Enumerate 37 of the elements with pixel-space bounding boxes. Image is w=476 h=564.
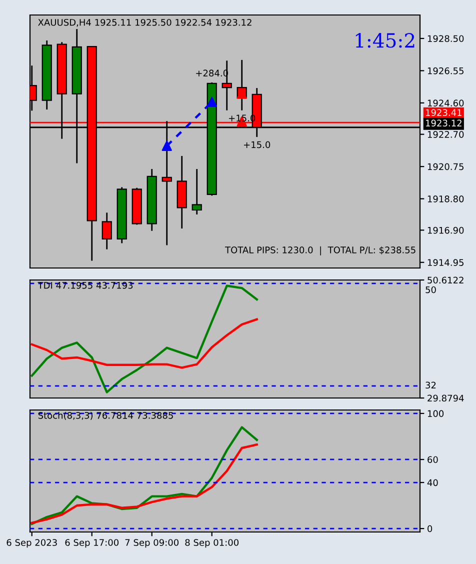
y-tick-label: 1926.55 (428, 67, 464, 74)
y-tick-label: 0 (428, 525, 432, 532)
chart-title: Stoch(8,3,3) 76.7814 73.3885 (38, 412, 173, 420)
candlestick (102, 212, 112, 250)
candlestick (146, 168, 157, 232)
point (206, 96, 217, 108)
line-series (30, 318, 258, 369)
annotation: 1:45:2 (356, 33, 414, 48)
ref-line-label: 50 (426, 286, 436, 294)
x-tick-label: 7 Sep 09:00 (125, 539, 179, 548)
y-tick-label: 40 (427, 479, 438, 486)
y-tick-label: 1918.80 (428, 195, 464, 202)
y-tick-label: 100 (428, 410, 444, 418)
y-tick-label: 60 (428, 456, 438, 464)
y-tick-label: 1914.95 (428, 259, 464, 266)
candlestick (192, 168, 202, 216)
line-series (30, 426, 258, 526)
ref-line-label: 1923.12 (426, 120, 462, 126)
point (162, 140, 172, 151)
line-series (30, 443, 258, 524)
annotation: TOTAL PIPS: 1230.0 | TOTAL P/L: $238.55 (224, 246, 416, 256)
candlestick (176, 155, 187, 230)
y-tick-label: 1928.50 (428, 35, 464, 42)
y-tick-label: 1922.70 (428, 131, 464, 138)
chart-title: TDI 47.1955 43.7193 (38, 282, 133, 289)
chart-title: XAUUSD,H4 1925.11 1925.50 1922.54 1923.12 (38, 18, 252, 27)
y-tick-label: 29.8794 (428, 394, 464, 402)
ref-line-label: 32 (426, 382, 436, 389)
y-tick-label: 1924.60 (428, 100, 464, 106)
x-tick-label: 6 Sep 2023 (6, 539, 57, 548)
x-tick-label: 6 Sep 17:00 (65, 539, 119, 548)
x-tick-label: 8 Sep 01:00 (185, 539, 239, 548)
annotation: +15.0 (244, 141, 270, 148)
y-tick-label: 50.6122 (428, 276, 464, 284)
y-tick-label: 1920.75 (428, 163, 464, 170)
y-tick-label: 1916.90 (428, 226, 464, 234)
ref-line-label: 1923.41 (426, 109, 462, 116)
